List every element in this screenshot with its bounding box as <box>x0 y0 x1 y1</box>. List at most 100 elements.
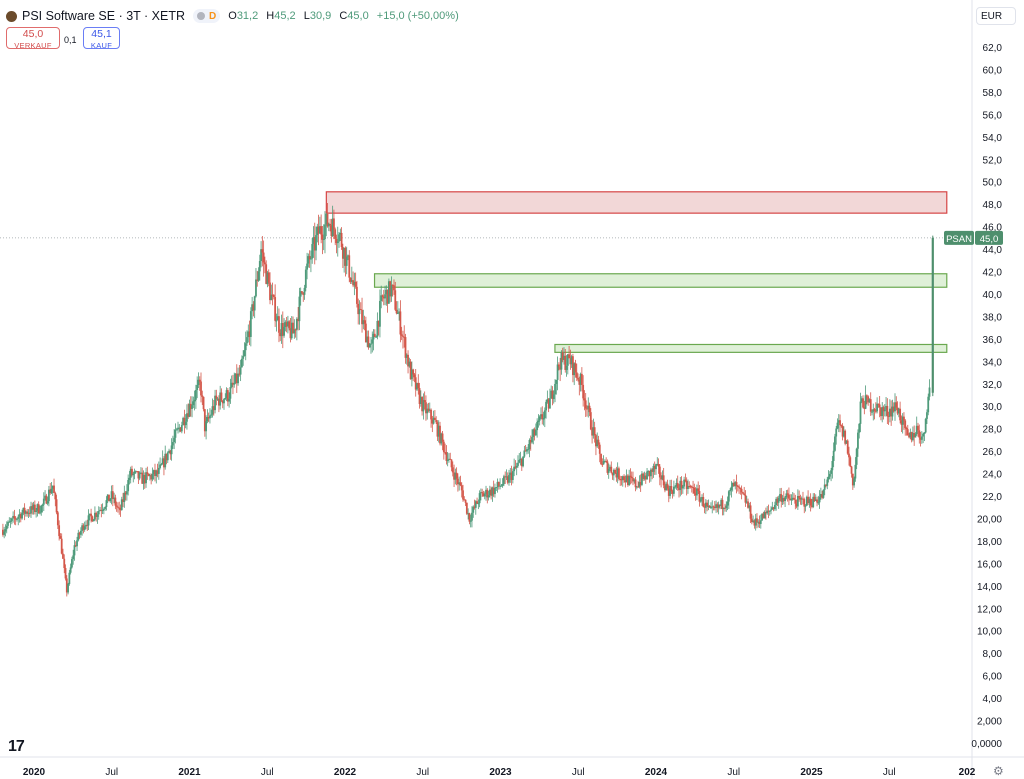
candle-down <box>442 441 445 453</box>
candle-down <box>279 332 282 337</box>
candle-down <box>460 485 463 491</box>
candle-down <box>524 450 527 452</box>
candle-down <box>678 487 680 491</box>
candle-down <box>281 323 284 336</box>
candle-up <box>25 511 27 514</box>
currency-select[interactable]: EUR <box>976 7 1016 25</box>
candle-up <box>270 294 273 301</box>
candle-up <box>366 336 369 343</box>
candle-up <box>823 484 826 490</box>
candle-down <box>252 304 255 311</box>
candle-up <box>71 559 73 568</box>
candle-up <box>437 425 440 437</box>
candle-up <box>883 409 886 412</box>
candle-down <box>232 382 234 385</box>
candle-down <box>201 395 204 397</box>
candle-up <box>779 494 781 498</box>
candle-down <box>450 459 453 468</box>
symbol-title[interactable]: PSI Software SE · 3T · XETR <box>22 9 186 23</box>
candle-down <box>744 494 747 503</box>
candle-up <box>387 281 390 304</box>
candle-up <box>128 477 131 481</box>
candle-up <box>275 320 278 322</box>
candle-up <box>339 232 342 235</box>
candle-up <box>717 504 720 508</box>
candle-up <box>675 482 678 487</box>
candle-up <box>77 532 80 541</box>
candle-down <box>373 333 376 337</box>
candle-up <box>817 502 820 504</box>
market-status-pill[interactable]: D <box>193 9 221 23</box>
y-tick-label: 44,0 <box>983 245 1003 256</box>
settings-gear-icon[interactable]: ⚙ <box>993 764 1004 778</box>
candle-down <box>809 498 812 506</box>
candle-down <box>564 355 567 370</box>
candle-down <box>226 390 229 402</box>
candle-down <box>595 435 597 447</box>
candle-up <box>347 255 349 257</box>
candle-down <box>903 416 905 421</box>
candle-down <box>256 279 259 281</box>
candle-up <box>142 475 145 484</box>
candle-up <box>542 418 545 420</box>
candle-up <box>293 329 296 334</box>
y-tick-label: 2,000 <box>977 717 1002 728</box>
buy-button[interactable]: 45,1 KAUF <box>83 27 120 50</box>
candle-down <box>91 516 94 522</box>
candle-down <box>749 505 752 519</box>
candle-down <box>575 372 578 378</box>
candle-up <box>68 572 71 584</box>
candle-down <box>349 277 352 282</box>
candle-down <box>399 311 402 335</box>
candle-up <box>822 489 825 498</box>
candle-up <box>72 555 75 560</box>
candle-up <box>299 291 302 297</box>
candle-up <box>379 300 381 327</box>
candle-down <box>14 518 17 520</box>
sell-button[interactable]: 45,0 VERKAUF <box>6 27 60 50</box>
candle-up <box>478 493 481 504</box>
candle-up <box>310 258 312 260</box>
candle-up <box>500 485 503 487</box>
candle-down <box>198 379 201 382</box>
candle-down <box>776 498 779 503</box>
last-price-tag-bg <box>975 230 1003 245</box>
candle-down <box>680 480 683 489</box>
candle-up <box>683 479 686 487</box>
y-tick-label: 0,0000 <box>971 739 1002 750</box>
high-value: 45,2 <box>274 10 296 22</box>
candle-up <box>253 296 256 311</box>
candle-down <box>895 402 898 408</box>
candle-down <box>111 491 114 500</box>
candle-up <box>552 394 555 400</box>
candle-down <box>597 439 600 445</box>
candle-down <box>497 481 500 487</box>
candle-down <box>207 417 210 419</box>
candle-up <box>819 494 822 498</box>
candle-up <box>616 468 619 478</box>
candle-down <box>389 281 392 297</box>
candle-down <box>187 413 190 417</box>
candle-down <box>308 256 311 260</box>
candle-up <box>495 487 498 489</box>
candle-up <box>766 510 769 514</box>
candle-down <box>302 292 305 295</box>
candle-down <box>825 484 827 486</box>
candle-down <box>292 322 294 334</box>
y-tick-label: 34,0 <box>983 357 1003 368</box>
candle-down <box>285 322 288 327</box>
candle-down <box>591 429 593 436</box>
candle-down <box>630 476 633 479</box>
candle-down <box>547 399 550 409</box>
candle-down <box>427 408 430 411</box>
candle-up <box>469 520 472 522</box>
candle-up <box>545 401 547 411</box>
y-tick-label: 50,0 <box>983 178 1003 189</box>
candle-up <box>555 379 558 384</box>
candle-down <box>698 491 701 502</box>
candle-down <box>882 407 885 412</box>
symbol-tag-bg <box>944 230 974 245</box>
candle-up <box>182 417 185 426</box>
candle-down <box>862 398 864 408</box>
